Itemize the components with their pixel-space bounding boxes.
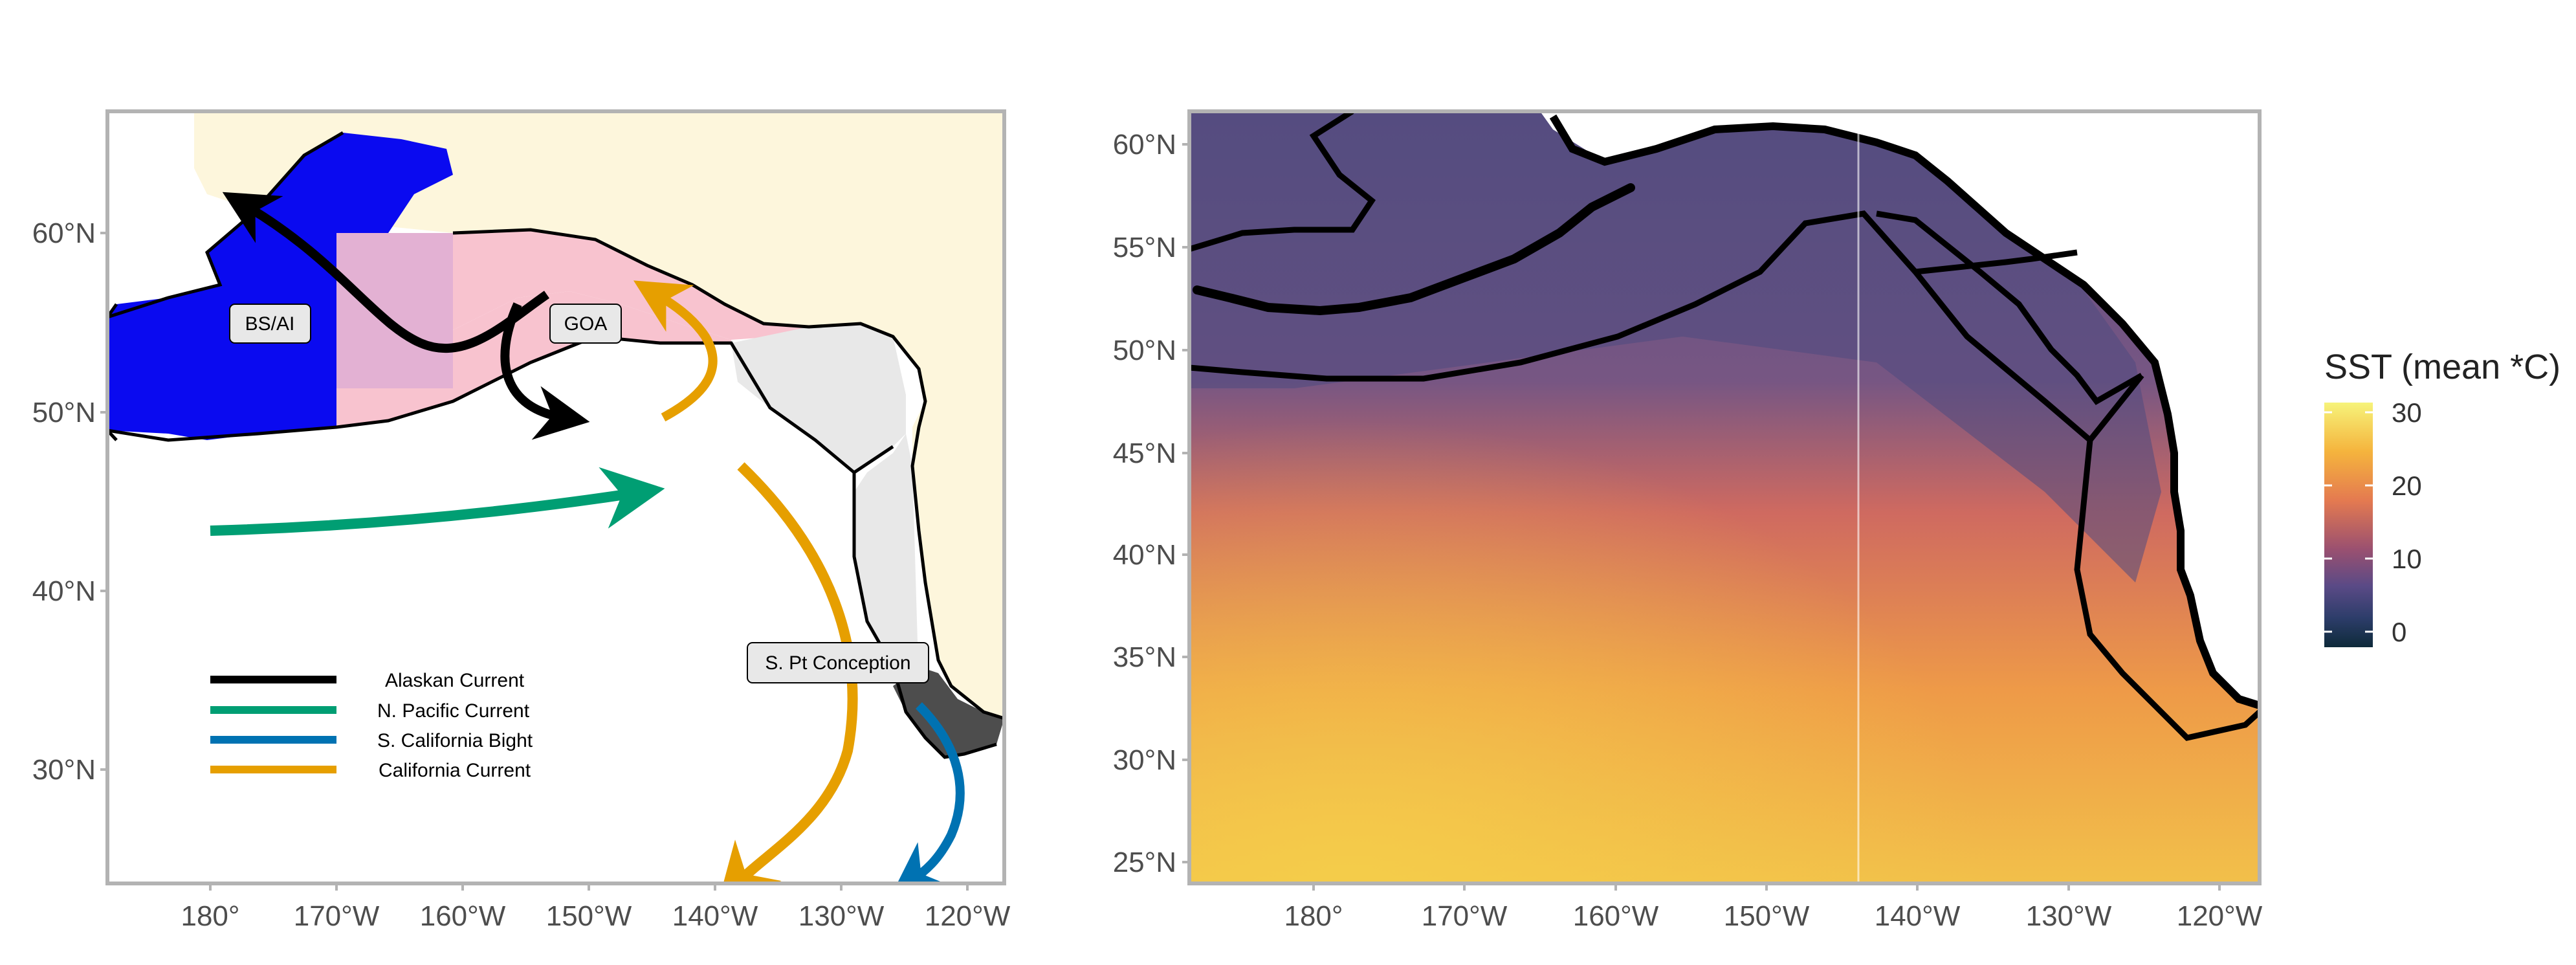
lon-tick-label: 150°W bbox=[546, 900, 632, 932]
legend-label: Alaskan Current bbox=[385, 670, 525, 691]
right-map-panel: 60°N 55°N 50°N 45°N 40°N 35°N 30°N 25°N … bbox=[1113, 109, 2263, 932]
colorbar-tick-label: 30 bbox=[2392, 397, 2422, 428]
right-lat-axis: 60°N 55°N 50°N 45°N 40°N 35°N 30°N 25°N bbox=[1113, 129, 1189, 878]
region-cc-north bbox=[731, 324, 919, 686]
region-goa-lower bbox=[336, 291, 731, 427]
lat-tick-label: 45°N bbox=[1113, 438, 1176, 469]
label-goa: GOA bbox=[549, 304, 622, 344]
lat-tick-label: 30°N bbox=[1113, 744, 1176, 776]
lon-tick-label: 140°W bbox=[672, 900, 758, 932]
current-legend: Alaskan Current N. Pacific Current S. Ca… bbox=[210, 670, 533, 781]
left-map-panel: BS/AI GOA S. Pt Conception Alaskan Curre… bbox=[32, 109, 1011, 932]
lat-tick-label: 30°N bbox=[32, 754, 96, 786]
right-region-outer bbox=[1189, 210, 2260, 741]
label-s-pt-conception: S. Pt Conception bbox=[747, 642, 929, 683]
coastline bbox=[107, 131, 1004, 720]
colorbar-tick-label: 20 bbox=[2392, 471, 2422, 501]
svg-text:GOA: GOA bbox=[564, 313, 608, 335]
lat-tick-label: 35°N bbox=[1113, 641, 1176, 673]
legend-label: N. Pacific Current bbox=[377, 700, 530, 722]
legend-label: California Current bbox=[379, 760, 531, 781]
colorbar-title: SST (mean *C) bbox=[2324, 348, 2560, 386]
lon-tick-label: 120°W bbox=[925, 900, 1011, 932]
colorbar-ramp bbox=[2324, 403, 2373, 647]
right-land bbox=[1540, 111, 2260, 705]
region-overlap bbox=[336, 233, 453, 388]
lon-tick-label: 130°W bbox=[2026, 900, 2112, 932]
lat-tick-label: 50°N bbox=[1113, 335, 1176, 366]
lat-tick-label: 40°N bbox=[32, 575, 96, 607]
label-bsai: BS/AI bbox=[229, 304, 311, 344]
s-california-bight-arrow bbox=[890, 702, 965, 883]
svg-text:BS/AI: BS/AI bbox=[245, 313, 295, 335]
region-bsai bbox=[107, 133, 453, 440]
lon-tick-label: 160°W bbox=[420, 900, 506, 932]
lon-tick-label: 140°W bbox=[1875, 900, 1961, 932]
land-north-america bbox=[194, 111, 1004, 725]
lon-tick-label: 160°W bbox=[1573, 900, 1659, 932]
right-region-inner bbox=[1876, 210, 2144, 442]
right-lon-axis: 180° 170°W 160°W 150°W 140°W 130°W 120°W bbox=[1284, 883, 2263, 932]
alaskan-current-arrow-south bbox=[500, 302, 590, 440]
right-coastline bbox=[1549, 114, 2260, 709]
lon-tick-label: 180° bbox=[181, 900, 239, 932]
lat-tick-label: 25°N bbox=[1113, 847, 1176, 878]
sst-cool-overlay bbox=[1189, 111, 2161, 582]
left-map-frame bbox=[105, 109, 1006, 885]
lon-tick-label: 170°W bbox=[294, 900, 380, 932]
region-cc-south bbox=[893, 667, 1004, 757]
lat-tick-label: 60°N bbox=[1113, 129, 1176, 161]
california-current-arrow-south bbox=[717, 462, 858, 883]
lon-tick-label: 170°W bbox=[1422, 900, 1508, 932]
sst-colorbar: SST (mean *C) 30 20 10 0 bbox=[2324, 348, 2560, 647]
lon-tick-label: 120°W bbox=[2177, 900, 2263, 932]
lat-tick-label: 40°N bbox=[1113, 539, 1176, 571]
legend-label: S. California Bight bbox=[377, 730, 533, 751]
right-region-bsai bbox=[1189, 111, 1376, 252]
colorbar-tick-label: 0 bbox=[2392, 617, 2406, 647]
lat-tick-label: 55°N bbox=[1113, 232, 1176, 263]
left-lon-axis: 180° 170°W 160°W 150°W 140°W 130°W 120°W bbox=[181, 883, 1011, 932]
left-lat-axis: 60°N 50°N 40°N 30°N bbox=[32, 217, 107, 786]
lat-tick-label: 60°N bbox=[32, 217, 96, 249]
lat-tick-label: 50°N bbox=[32, 397, 96, 428]
lon-tick-label: 180° bbox=[1284, 900, 1343, 932]
california-current-arrow-north bbox=[633, 280, 718, 422]
svg-text:S. Pt Conception: S. Pt Conception bbox=[765, 652, 910, 674]
lon-tick-label: 130°W bbox=[798, 900, 885, 932]
alaskan-current-arrow-west bbox=[222, 192, 549, 353]
lon-tick-label: 150°W bbox=[1724, 900, 1810, 932]
aleutian-islands bbox=[1193, 183, 1635, 316]
right-map-frame bbox=[1187, 109, 2262, 885]
colorbar-tick-label: 10 bbox=[2392, 544, 2422, 574]
north-pacific-current-arrow bbox=[210, 467, 665, 536]
region-goa bbox=[336, 230, 809, 388]
